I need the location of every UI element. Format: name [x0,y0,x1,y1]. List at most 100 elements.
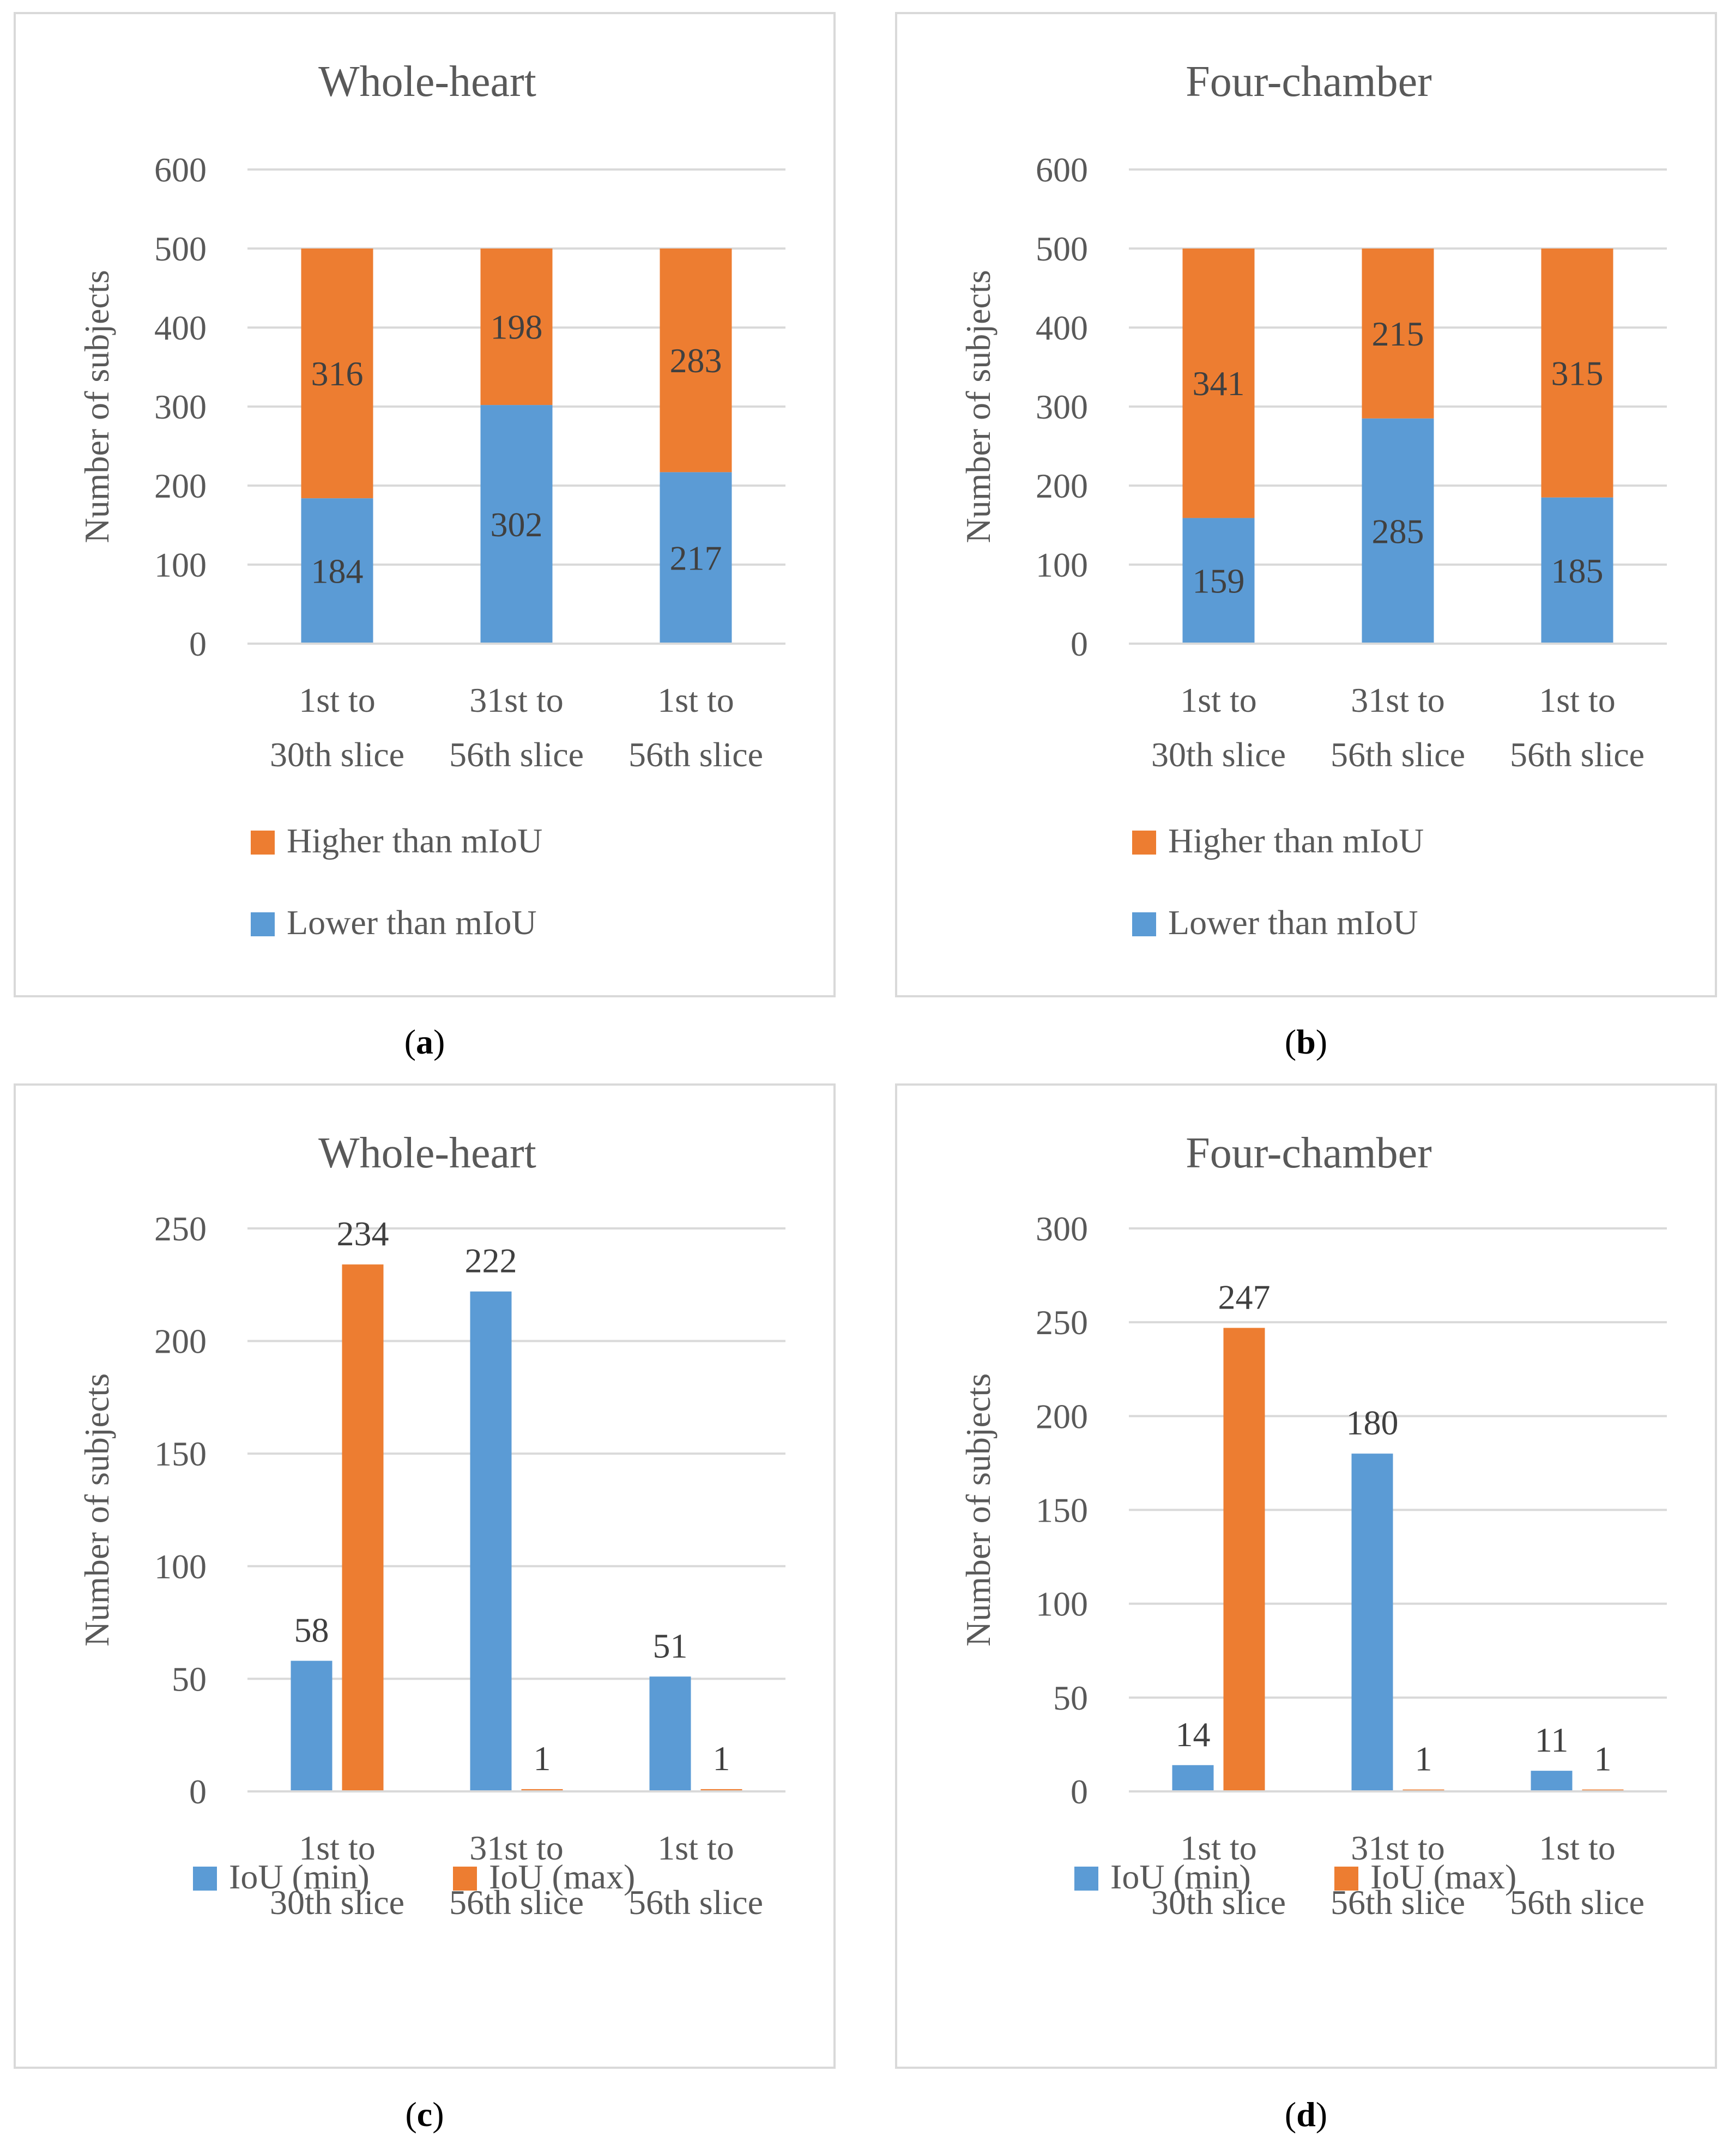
x-tick-label: 1st to [1539,1828,1615,1867]
chart-title: Four-chamber [1186,1129,1432,1177]
data-label: 11 [1535,1721,1569,1759]
y-tick-label: 500 [1036,229,1088,268]
bar-segment [1541,249,1613,498]
chart-title: Whole-heart [318,58,536,106]
y-tick-label: 200 [1036,1397,1088,1436]
legend-label: Lower than mIoU [287,903,537,942]
bar-segment [1182,518,1255,644]
caption-d-open: ( [1284,2095,1297,2134]
x-tick-label: 56th slice [449,735,584,774]
chart-title: Four-chamber [1186,58,1432,106]
x-tick-label: 31st to [469,1828,563,1867]
caption-c-letter: c [416,2095,433,2134]
y-axis-label: Number of subjects [959,270,998,543]
y-tick-label: 50 [1053,1679,1088,1717]
legend-label: IoU (min) [1110,1857,1251,1896]
data-label: 1 [1594,1740,1612,1778]
legend-label: Lower than mIoU [1168,903,1418,942]
data-label: 217 [670,539,722,578]
bar [291,1661,332,1791]
bar-segment [660,249,732,473]
data-label: 159 [1193,562,1245,601]
data-label: 341 [1193,364,1245,403]
y-tick-label: 50 [172,1660,207,1698]
bar-segment [1362,249,1434,419]
y-tick-label: 250 [1036,1303,1088,1342]
caption-a: (a) [370,1022,479,1062]
data-label: 222 [465,1241,517,1280]
caption-b-letter: b [1296,1022,1316,1061]
x-tick-label: 56th slice [1510,1883,1645,1922]
x-tick-label: 30th slice [270,1883,404,1922]
legend-swatch [1132,831,1156,855]
legend-swatch [251,912,275,936]
chart-b-svg: Four-chamber 0 100 200 300 400 500 600 Number of… [959,58,1667,942]
y-tick-label: 200 [154,467,207,505]
bar [1223,1328,1265,1791]
chart-c-svg: Whole-heart 0 50 100 150 200 250 Number of subj… [77,1129,785,1922]
data-label: 1 [534,1739,551,1778]
chart-panel-b: Four-chamber 0 100 200 300 400 500 600 Number of… [895,12,1717,997]
caption-b-open: ( [1284,1022,1297,1061]
chart-panel-d: Four-chamber 0 50 100 150 200 250 300 Number of … [895,1083,1717,2069]
y-tick-label: 400 [154,308,207,347]
y-tick-label: 150 [1036,1491,1088,1530]
data-label: 58 [294,1610,329,1649]
caption-c-close: ) [432,2095,444,2134]
caption-d-letter: d [1296,2095,1316,2134]
y-tick-label: 150 [154,1434,207,1473]
legend-swatch [453,1867,477,1891]
chart-panel-c: Whole-heart 0 50 100 150 200 250 Number of subj… [14,1083,836,2069]
data-label: 14 [1176,1715,1211,1754]
caption-c-open: ( [405,2095,417,2134]
legend-label: IoU (min) [229,1857,370,1896]
bar [700,1789,742,1791]
y-tick-label: 200 [1036,467,1088,505]
caption-a-close: ) [433,1022,445,1061]
data-label: 316 [311,354,364,393]
x-tick-label: 56th slice [1510,735,1645,774]
y-tick-label: 0 [1071,1772,1088,1811]
y-tick-label: 100 [154,1547,207,1586]
legend-label: Higher than mIoU [287,821,542,860]
data-label: 198 [491,308,543,347]
bar-segment [480,249,553,405]
caption-a-letter: a [416,1022,433,1061]
bar [1351,1454,1393,1791]
x-tick-label: 56th slice [628,1883,763,1922]
x-tick-label: 56th slice [1331,735,1465,774]
y-tick-label: 500 [154,229,207,268]
data-label: 247 [1218,1277,1271,1316]
y-tick-label: 250 [154,1209,207,1248]
chart-a-svg: Whole-heart 0 100 200 300 400 500 600 Number of … [77,58,785,942]
x-tick-label: 1st to [657,1828,734,1867]
bar [470,1291,512,1791]
data-label: 283 [670,341,722,380]
y-tick-label: 600 [1036,150,1088,189]
chart-panel-a: Whole-heart 0 100 200 300 400 500 600 Number of … [14,12,836,997]
y-axis-label: Number of subjects [959,1373,998,1646]
caption-b-close: ) [1315,1022,1328,1061]
y-tick-label: 100 [1036,1585,1088,1624]
x-tick-label: 30th slice [1151,1883,1286,1922]
x-tick-label: 30th slice [270,735,404,774]
y-tick-label: 100 [154,546,207,584]
caption-b: (b) [1252,1022,1361,1062]
data-label: 180 [1346,1403,1399,1442]
legend-label: IoU (max) [1370,1857,1516,1896]
data-label: 184 [311,552,364,591]
y-tick-label: 100 [1036,546,1088,584]
legend-label: Higher than mIoU [1168,821,1424,860]
x-tick-label: 1st to [657,681,734,719]
x-tick-label: 1st to [1180,1828,1256,1867]
x-tick-label: 1st to [1539,681,1615,719]
y-tick-label: 400 [1036,308,1088,347]
x-tick-label: 31st to [469,681,563,719]
bar-segment [301,249,373,499]
x-tick-label: 1st to [1180,681,1256,719]
bar [342,1264,384,1791]
x-tick-label: 31st to [1351,681,1444,719]
bar-segment [301,498,373,644]
data-label: 185 [1551,552,1604,590]
caption-a-open: ( [404,1022,416,1061]
